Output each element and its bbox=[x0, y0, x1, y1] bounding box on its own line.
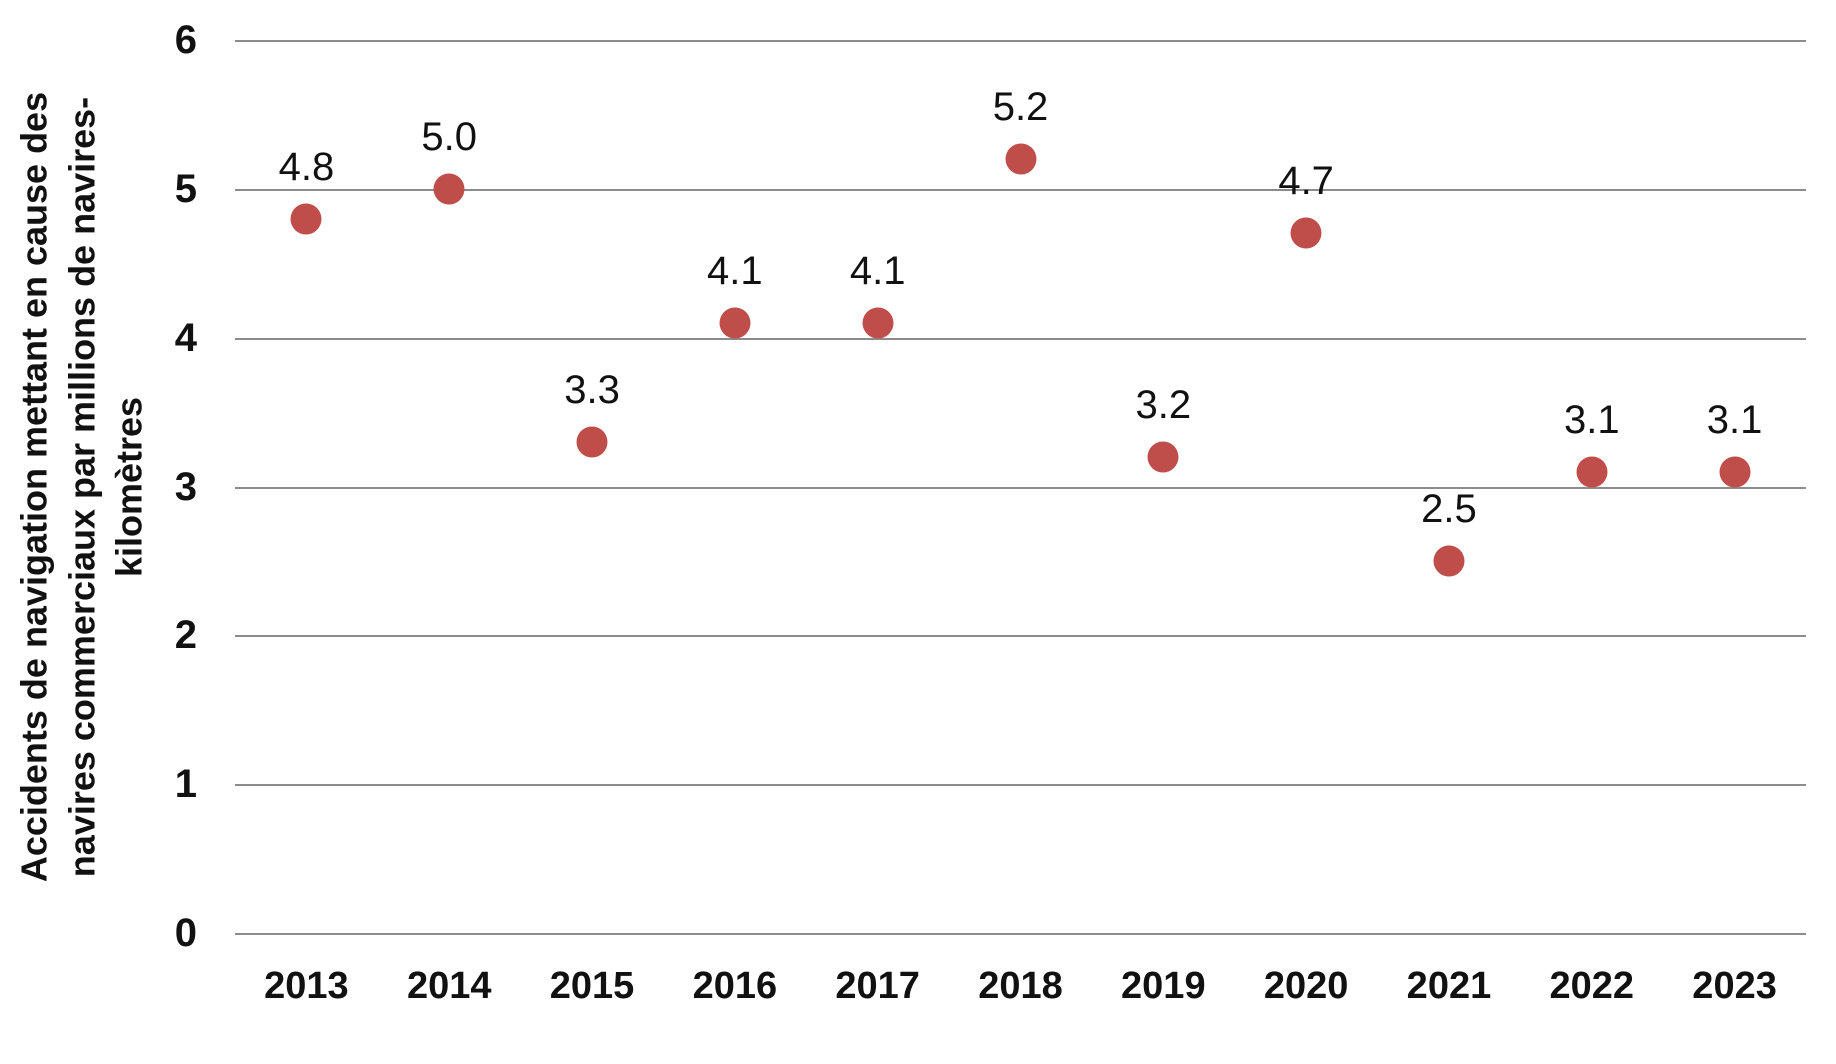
x-tick-label-2017: 2017 bbox=[835, 965, 920, 1007]
data-point-2019 bbox=[1147, 441, 1179, 473]
data-point-2014 bbox=[433, 173, 465, 205]
x-tick-label-2016: 2016 bbox=[692, 965, 778, 1007]
data-point-label-2014: 5.0 bbox=[421, 114, 478, 159]
data-point-label-2021: 2.5 bbox=[1421, 486, 1477, 531]
data-point-label-2016: 4.1 bbox=[707, 248, 763, 293]
data-point-2015 bbox=[576, 426, 608, 458]
gridline-y-0 bbox=[235, 933, 1806, 935]
y-tick-label-3: 3 bbox=[174, 464, 197, 509]
x-tick-label-2023: 2023 bbox=[1692, 965, 1777, 1007]
y-tick-label-1: 1 bbox=[174, 762, 197, 807]
data-point-label-2013: 4.8 bbox=[278, 144, 335, 189]
data-point-label-2018: 5.2 bbox=[992, 85, 1049, 130]
data-point-2020 bbox=[1290, 217, 1322, 249]
data-point-2013 bbox=[290, 203, 322, 235]
x-tick-label-2013: 2013 bbox=[264, 965, 349, 1007]
y-tick-label-2: 2 bbox=[174, 613, 197, 658]
data-point-label-2019: 3.2 bbox=[1135, 382, 1192, 427]
data-point-label-2020: 4.7 bbox=[1278, 159, 1334, 204]
y-tick-label-0: 0 bbox=[174, 911, 197, 955]
data-point-label-2023: 3.1 bbox=[1706, 397, 1763, 442]
data-point-2017 bbox=[862, 307, 894, 339]
gridline-y-5 bbox=[235, 188, 1806, 191]
gridline-y-1 bbox=[235, 784, 1806, 787]
data-point-2016 bbox=[719, 307, 751, 339]
x-tick-label-2020: 2020 bbox=[1263, 965, 1349, 1007]
gridline-y-6 bbox=[235, 40, 1806, 42]
plot-area: 4.8 5.0 3.3 4.1 4.1 5.2 3.2 4.7 2.5 3.1 3.1 bbox=[235, 40, 1806, 935]
x-tick-label-2014: 2014 bbox=[406, 965, 492, 1007]
x-tick-label-2018: 2018 bbox=[978, 965, 1063, 1007]
y-tick-label-4: 4 bbox=[174, 315, 197, 360]
data-point-2023 bbox=[1719, 456, 1751, 488]
gridline-y-4 bbox=[235, 337, 1806, 340]
gridline-y-3 bbox=[235, 486, 1806, 489]
y-tick-label-6: 6 bbox=[174, 18, 197, 62]
data-point-label-2015: 3.3 bbox=[564, 367, 620, 412]
x-tick-label-2021: 2021 bbox=[1406, 965, 1492, 1007]
data-point-2018 bbox=[1005, 143, 1036, 175]
x-tick-label-2019: 2019 bbox=[1121, 965, 1206, 1007]
data-point-2022 bbox=[1576, 456, 1608, 488]
data-point-label-2022: 3.1 bbox=[1563, 397, 1620, 442]
data-point-2021 bbox=[1433, 545, 1465, 577]
data-point-label-2017: 4.1 bbox=[849, 248, 906, 293]
x-tick-label-2022: 2022 bbox=[1549, 965, 1635, 1007]
gridline-y-2 bbox=[235, 635, 1806, 638]
y-tick-label-5: 5 bbox=[174, 166, 197, 211]
x-tick-label-2015: 2015 bbox=[549, 965, 635, 1007]
